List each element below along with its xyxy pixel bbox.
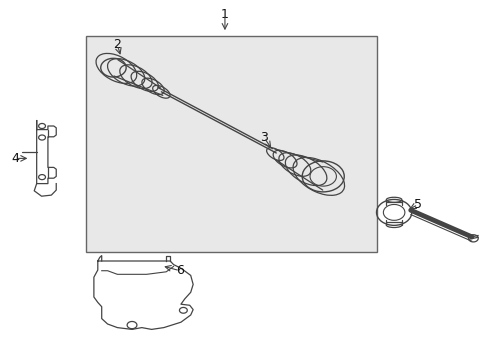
Text: 4: 4 bbox=[12, 152, 20, 165]
Text: 3: 3 bbox=[260, 131, 267, 144]
Text: 2: 2 bbox=[113, 39, 121, 51]
Text: 1: 1 bbox=[221, 8, 228, 21]
Bar bbox=[85, 36, 376, 252]
Text: 5: 5 bbox=[413, 198, 421, 211]
Text: 6: 6 bbox=[176, 264, 183, 277]
